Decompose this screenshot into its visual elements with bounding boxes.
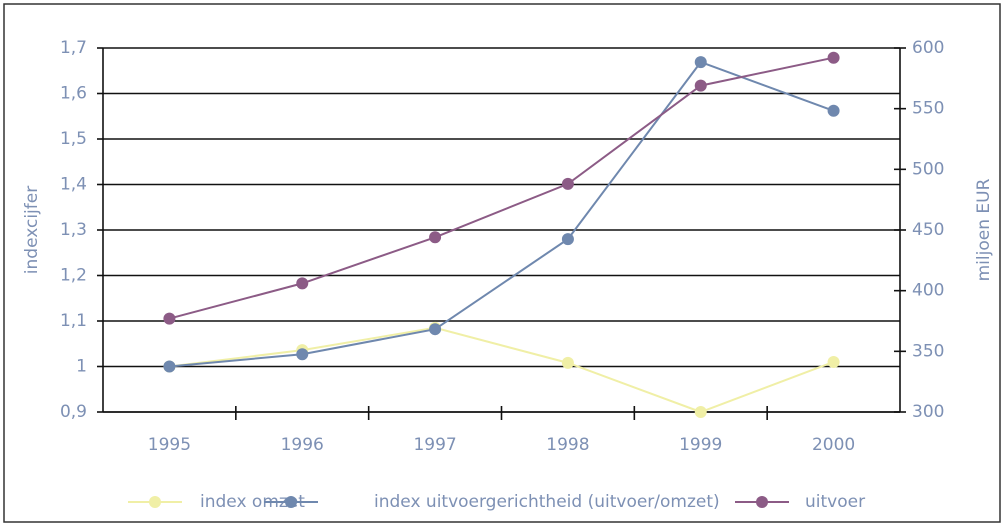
y2-tick-label: 500: [912, 159, 944, 179]
x-tick-label: 1998: [546, 435, 589, 455]
y-tick-label: 1,5: [60, 129, 87, 149]
legend-label: index omzet: [200, 492, 305, 512]
data-point: [296, 348, 309, 361]
y2-tick-label: 350: [912, 341, 944, 361]
y-tick-label: 1: [76, 357, 87, 377]
legend-label: index uitvoergerichtheid (uitvoer/omzet): [374, 492, 720, 512]
y2-axis-label: miljoen EUR: [974, 178, 994, 281]
y-tick-label: 1,3: [60, 220, 87, 240]
y-tick-label: 1,4: [60, 175, 87, 195]
y2-tick-label: 600: [912, 38, 944, 58]
data-point: [827, 104, 840, 117]
series-line: [169, 56, 834, 320]
y2-tick-label: 400: [912, 281, 944, 301]
series-line: [169, 326, 834, 414]
x-tick-label: 1997: [413, 435, 456, 455]
data-point: [561, 356, 574, 369]
y2-tick-label: 550: [912, 99, 944, 119]
legend-marker: [149, 496, 161, 508]
y-tick-label: 1,2: [60, 266, 87, 286]
x-tick-label: 1995: [148, 435, 191, 455]
data-point: [296, 277, 309, 290]
y-tick-label: 1,1: [60, 311, 87, 331]
frame: [3, 3, 1001, 523]
data-point: [827, 355, 840, 368]
data-point: [163, 360, 176, 373]
data-point: [429, 231, 442, 244]
y2-tick-label: 450: [912, 220, 944, 240]
y2-tick-label: 300: [912, 402, 944, 422]
series-line: [169, 60, 834, 368]
data-point: [429, 323, 442, 336]
y-tick-label: 1,6: [60, 84, 87, 104]
x-tick-label: 1996: [281, 435, 324, 455]
y-tick-label: 0,9: [60, 402, 87, 422]
legend-marker: [285, 496, 297, 508]
y-axis-label: indexcijfer: [22, 186, 42, 274]
legend-marker: [756, 496, 768, 508]
data-point: [561, 177, 574, 190]
legend-label: uitvoer: [805, 492, 865, 512]
x-tick-label: 2000: [812, 435, 855, 455]
data-point: [694, 56, 707, 69]
x-tick-label: 1999: [679, 435, 722, 455]
y-tick-label: 1,7: [60, 38, 87, 58]
data-point: [163, 312, 176, 325]
data-point: [694, 79, 707, 92]
data-point: [561, 233, 574, 246]
data-point: [694, 406, 707, 418]
data-point: [827, 51, 840, 64]
